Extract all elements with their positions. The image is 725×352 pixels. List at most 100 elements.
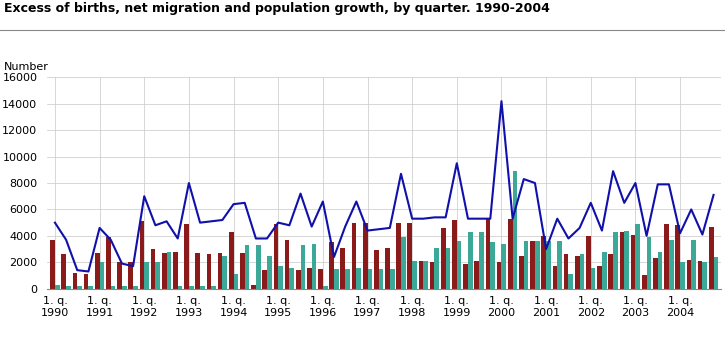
Bar: [713, 257, 718, 289]
Bar: [579, 254, 584, 289]
Bar: [278, 266, 283, 289]
Bar: [546, 241, 551, 289]
Bar: [111, 286, 115, 289]
Text: Excess of births, net migration and population growth, by quarter. 1990-2004: Excess of births, net migration and popu…: [4, 2, 550, 15]
Bar: [513, 171, 518, 289]
Bar: [245, 245, 249, 289]
Bar: [133, 286, 138, 289]
Bar: [664, 224, 669, 289]
Bar: [552, 266, 558, 289]
Bar: [412, 261, 417, 289]
Bar: [591, 268, 595, 289]
Bar: [251, 285, 256, 289]
Bar: [624, 231, 629, 289]
Bar: [233, 274, 239, 289]
Bar: [647, 237, 651, 289]
Bar: [289, 268, 294, 289]
Bar: [352, 222, 357, 289]
Bar: [407, 222, 412, 289]
Bar: [401, 237, 406, 289]
Bar: [608, 254, 613, 289]
Bar: [139, 221, 144, 289]
Bar: [441, 228, 446, 289]
Bar: [307, 268, 312, 289]
Bar: [479, 232, 484, 289]
Bar: [173, 252, 178, 289]
Bar: [602, 252, 607, 289]
Bar: [195, 253, 200, 289]
Bar: [452, 220, 457, 289]
Bar: [144, 262, 149, 289]
Bar: [474, 261, 479, 289]
Bar: [240, 253, 245, 289]
Bar: [167, 252, 171, 289]
Bar: [519, 256, 523, 289]
Bar: [84, 274, 88, 289]
Bar: [218, 253, 223, 289]
Bar: [508, 219, 513, 289]
Bar: [273, 224, 278, 289]
Bar: [362, 222, 368, 289]
Bar: [446, 248, 450, 289]
Bar: [530, 241, 535, 289]
Bar: [568, 274, 573, 289]
Bar: [50, 240, 55, 289]
Bar: [374, 250, 378, 289]
Bar: [296, 270, 301, 289]
Bar: [256, 245, 260, 289]
Bar: [378, 269, 384, 289]
Bar: [423, 261, 428, 289]
Bar: [703, 262, 707, 289]
Bar: [535, 241, 539, 289]
Bar: [457, 241, 462, 289]
Bar: [709, 227, 713, 289]
Bar: [312, 244, 316, 289]
Bar: [117, 262, 122, 289]
Bar: [88, 286, 93, 289]
Bar: [368, 269, 372, 289]
Bar: [151, 249, 155, 289]
Bar: [162, 253, 167, 289]
Bar: [658, 252, 663, 289]
Bar: [390, 269, 394, 289]
Bar: [229, 232, 233, 289]
Bar: [345, 269, 350, 289]
Bar: [575, 256, 579, 289]
Bar: [178, 286, 183, 289]
Bar: [620, 232, 624, 289]
Bar: [211, 286, 216, 289]
Bar: [301, 245, 305, 289]
Bar: [687, 260, 691, 289]
Bar: [631, 234, 635, 289]
Bar: [635, 224, 640, 289]
Bar: [564, 254, 568, 289]
Bar: [267, 256, 272, 289]
Bar: [72, 273, 78, 289]
Bar: [490, 243, 495, 289]
Bar: [597, 266, 602, 289]
Bar: [586, 236, 591, 289]
Bar: [497, 262, 502, 289]
Bar: [95, 253, 99, 289]
Bar: [642, 275, 647, 289]
Bar: [62, 254, 66, 289]
Bar: [468, 232, 473, 289]
Bar: [106, 237, 111, 289]
Bar: [669, 240, 674, 289]
Bar: [676, 225, 680, 289]
Bar: [385, 248, 390, 289]
Bar: [262, 270, 267, 289]
Bar: [223, 256, 227, 289]
Text: Number: Number: [4, 62, 49, 72]
Bar: [99, 262, 104, 289]
Bar: [55, 285, 59, 289]
Bar: [397, 222, 401, 289]
Bar: [680, 262, 684, 289]
Bar: [542, 236, 546, 289]
Bar: [613, 232, 618, 289]
Bar: [285, 240, 289, 289]
Bar: [329, 243, 334, 289]
Bar: [334, 269, 339, 289]
Bar: [558, 241, 562, 289]
Bar: [430, 262, 434, 289]
